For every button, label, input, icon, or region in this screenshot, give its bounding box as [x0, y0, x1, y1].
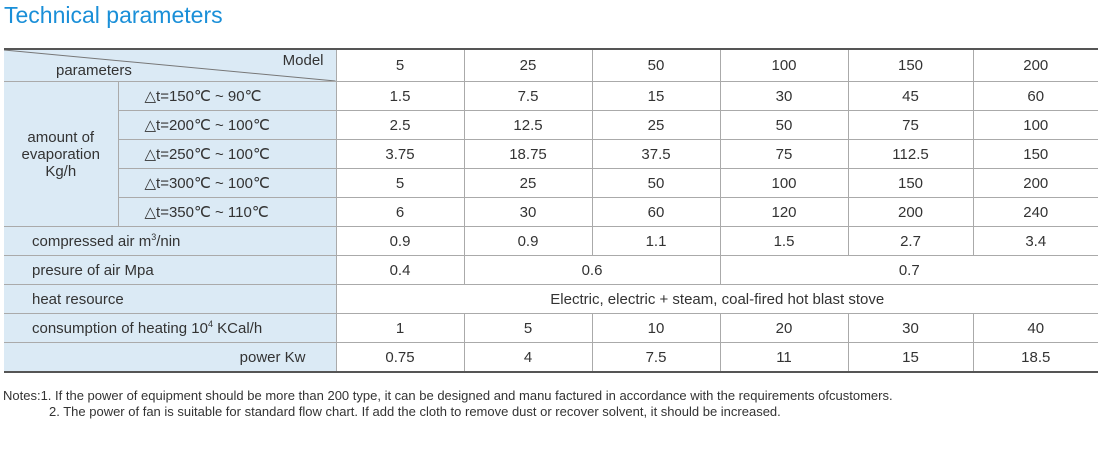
table-cell: 15 — [847, 342, 974, 373]
table-cell: 4 — [463, 342, 593, 373]
table-cell: 2.7 — [847, 226, 974, 256]
power-label: power Kw — [4, 342, 337, 373]
table-cell: 1.1 — [591, 226, 721, 256]
table-row: △t=350℃ ~ 110℃ 6 30 60 120 200 240 — [4, 197, 1098, 227]
label-text: /nin — [156, 233, 181, 250]
table-cell: 0.7 — [719, 255, 1098, 285]
temp-range-label: △t=350℃ ~ 110℃ — [118, 197, 337, 227]
table-row: △t=200℃ ~ 100℃ 2.5 12.5 25 50 75 100 — [4, 110, 1098, 140]
table-cell: 1 — [335, 313, 465, 343]
table-cell: 3.75 — [335, 139, 465, 169]
note-line-2: 2. The power of fan is suitable for stan… — [49, 404, 781, 419]
table-cell: 40 — [972, 313, 1098, 343]
parameters-header-label: parameters — [56, 62, 132, 79]
compressed-air-label: compressed air m3/nin — [4, 226, 337, 256]
table-row: consumption of heating 104 KCal/h 1 5 10… — [4, 313, 1098, 343]
table-cell: 0.75 — [335, 342, 465, 373]
table-cell: 150 — [972, 139, 1098, 169]
table-row: △t=250℃ ~ 100℃ 3.75 18.75 37.5 75 112.5 … — [4, 139, 1098, 169]
temp-range-label: △t=300℃ ~ 100℃ — [118, 168, 337, 198]
heat-resource-label: heat resource — [4, 284, 337, 314]
temp-range-label: △t=200℃ ~ 100℃ — [118, 110, 337, 140]
table-cell: 0.9 — [463, 226, 593, 256]
group-label-line: amount of — [27, 128, 95, 146]
parameters-table: Model parameters 5 25 50 100 150 200 amo… — [4, 48, 1098, 373]
table-cell: 1.5 — [335, 81, 465, 111]
table-cell: 12.5 — [463, 110, 593, 140]
table-cell: 30 — [719, 81, 849, 111]
table-cell: 18.5 — [972, 342, 1098, 373]
table-cell: 0.9 — [335, 226, 465, 256]
label-text: consumption of heating 10 — [32, 320, 208, 337]
table-cell: 5 — [335, 168, 465, 198]
group-label-line: evaporation — [21, 145, 100, 163]
table-cell: 100 — [972, 110, 1098, 140]
table-cell: 5 — [463, 313, 593, 343]
notes: Notes:1. If the power of equipment shoul… — [3, 388, 893, 420]
table-cell: 25 — [591, 110, 721, 140]
table-row: △t=300℃ ~ 100℃ 5 25 50 100 150 200 — [4, 168, 1098, 198]
table-row: compressed air m3/nin 0.9 0.9 1.1 1.5 2.… — [4, 226, 1098, 256]
table-cell: 30 — [847, 313, 974, 343]
table-cell: 20 — [719, 313, 849, 343]
table-cell: 11 — [719, 342, 849, 373]
table-cell: 50 — [591, 168, 721, 198]
table-cell: 75 — [719, 139, 849, 169]
table-cell: 120 — [719, 197, 849, 227]
table-row: amount of evaporation Kg/h △t=150℃ ~ 90℃… — [4, 81, 1098, 227]
header-row: Model parameters 5 25 50 100 150 200 — [4, 48, 1098, 82]
table-cell: 15 — [591, 81, 721, 111]
table-cell: 7.5 — [591, 342, 721, 373]
table-cell: 50 — [719, 110, 849, 140]
group-label-line: Kg/h — [45, 162, 77, 180]
header-corner-cell: Model parameters — [4, 48, 337, 82]
diagonal-divider — [4, 50, 336, 81]
temp-range-label: △t=250℃ ~ 100℃ — [118, 139, 337, 169]
page-title: Technical parameters — [4, 2, 223, 28]
table-cell: 6 — [335, 197, 465, 227]
model-cell: 100 — [719, 48, 849, 82]
table-cell: 0.4 — [335, 255, 465, 285]
label-text: KCal/h — [212, 320, 263, 337]
table-cell: 1.5 — [719, 226, 849, 256]
table-row: power Kw 0.75 4 7.5 11 15 18.5 — [4, 342, 1098, 373]
table-cell: 7.5 — [463, 81, 593, 111]
model-cell: 25 — [463, 48, 593, 82]
table-cell: 25 — [463, 168, 593, 198]
model-header-label: Model — [282, 52, 324, 69]
model-cell: 150 — [847, 48, 974, 82]
heat-resource-value: Electric, electric + steam, coal-fired h… — [335, 284, 1098, 314]
table-row: heat resource Electric, electric + steam… — [4, 284, 1098, 314]
air-pressure-label: presure of air Mpa — [4, 255, 337, 285]
table-cell: 75 — [847, 110, 974, 140]
table-cell: 240 — [972, 197, 1098, 227]
label-superscript: 4 — [207, 319, 213, 329]
table-cell: 200 — [847, 197, 974, 227]
table-cell: 112.5 — [847, 139, 974, 169]
table-cell: 10 — [591, 313, 721, 343]
temp-range-label: △t=150℃ ~ 90℃ — [117, 81, 337, 111]
model-cell: 5 — [335, 48, 465, 82]
table-cell: 37.5 — [591, 139, 721, 169]
model-cell: 50 — [591, 48, 721, 82]
note-line-1: Notes:1. If the power of equipment shoul… — [3, 388, 893, 403]
table-cell: 60 — [972, 81, 1098, 111]
table-cell: 2.5 — [335, 110, 465, 140]
table-cell: 100 — [719, 168, 849, 198]
model-cell: 200 — [972, 48, 1098, 82]
table-cell: 0.6 — [463, 255, 721, 285]
table-cell: 60 — [591, 197, 721, 227]
table-row: presure of air Mpa 0.4 0.6 0.7 — [4, 255, 1098, 285]
table-cell: 45 — [847, 81, 974, 111]
table-cell: 200 — [972, 168, 1098, 198]
evaporation-group-label: amount of evaporation Kg/h — [4, 81, 119, 227]
table-cell: 3.4 — [972, 226, 1098, 256]
label-superscript: 3 — [151, 232, 157, 242]
table-cell: 30 — [463, 197, 593, 227]
table-cell: 150 — [847, 168, 974, 198]
table-cell: 18.75 — [463, 139, 593, 169]
label-text: compressed air m — [32, 233, 152, 250]
heating-consumption-label: consumption of heating 104 KCal/h — [4, 313, 337, 343]
